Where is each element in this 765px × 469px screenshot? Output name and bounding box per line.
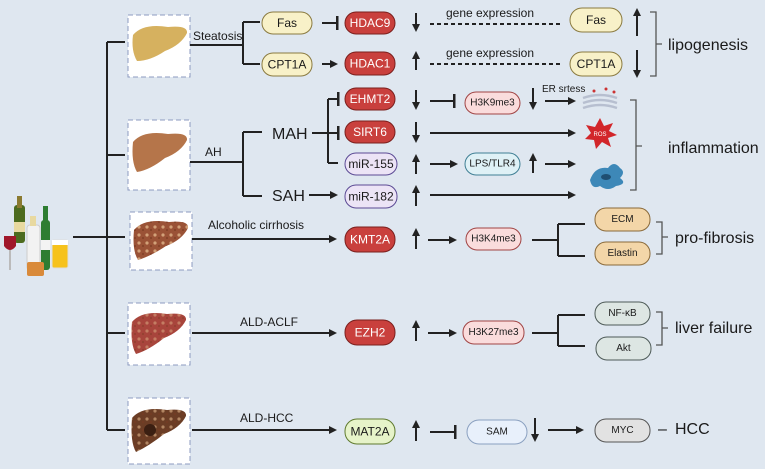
macrophage-cell-icon <box>590 164 624 189</box>
node-sam: SAM <box>466 419 528 445</box>
liver-cirrhosis-icon <box>129 211 193 271</box>
svg-text:MYC: MYC <box>611 425 633 436</box>
node-kmt2a: KMT2A <box>344 226 396 253</box>
node-hdac1: HDAC1 <box>344 51 396 76</box>
gene-expression-label: gene expression <box>446 6 534 20</box>
svg-text:HDAC9: HDAC9 <box>350 16 391 30</box>
outcome-lipogenesis: lipogenesis <box>668 37 748 54</box>
outcome-hcc: HCC <box>675 421 710 438</box>
svg-text:SIRT6: SIRT6 <box>353 125 387 139</box>
stage-cirrhosis: Alcoholic cirrhosis <box>208 218 304 232</box>
node-mir155: miR-155 <box>344 152 398 176</box>
node-akt: Akt <box>595 336 652 361</box>
svg-text:MAT2A: MAT2A <box>350 425 389 439</box>
outcome-inflammation: inflammation <box>668 140 759 157</box>
node-ehmt2: EHMT2 <box>344 87 396 111</box>
svg-text:miR-155: miR-155 <box>348 157 394 171</box>
liver-steatosis-icon <box>127 14 191 78</box>
stage-hcc: ALD-HCC <box>240 411 294 425</box>
svg-text:CPT1A: CPT1A <box>268 58 307 72</box>
stage-ah: AH <box>205 145 222 159</box>
svg-text:H3K9me3: H3K9me3 <box>470 98 515 109</box>
node-lps-tlr4: LPS/TLR4 <box>464 152 521 176</box>
node-sirt6: SIRT6 <box>344 120 396 144</box>
node-ezh2: EZH2 <box>344 319 396 346</box>
svg-text:CPT1A: CPT1A <box>577 57 616 71</box>
outcome-liver-failure: liver failure <box>675 320 752 337</box>
node-elastin: Elastin <box>594 241 651 266</box>
gene-expression-label: gene expression <box>446 46 534 60</box>
alcohol-drinks-icon <box>4 196 69 276</box>
svg-text:Akt: Akt <box>616 343 631 354</box>
node-ecm: ECM <box>594 207 651 232</box>
liver-aclf-icon <box>127 302 191 366</box>
svg-text:SAM: SAM <box>486 427 508 438</box>
svg-text:LPS/TLR4: LPS/TLR4 <box>469 159 516 170</box>
stage-steatosis: Steatosis <box>193 29 242 43</box>
er-stress-label: ER srtess <box>542 84 585 95</box>
stage-mah: MAH <box>272 126 308 143</box>
svg-text:ECM: ECM <box>611 214 633 225</box>
svg-text:ROS: ROS <box>593 132 606 138</box>
hcc-dash: – <box>658 421 667 438</box>
svg-text:Fas: Fas <box>586 13 606 27</box>
node-fas-out: Fas <box>569 7 623 33</box>
svg-text:miR-182: miR-182 <box>348 190 394 204</box>
svg-text:KMT2A: KMT2A <box>350 233 390 247</box>
stage-aclf: ALD-ACLF <box>240 315 298 329</box>
node-mat2a: MAT2A <box>344 418 396 445</box>
svg-text:HDAC1: HDAC1 <box>350 57 391 71</box>
tree-connectors <box>73 41 125 431</box>
node-mir182: miR-182 <box>344 184 398 209</box>
node-h3k4me3: H3K4me3 <box>465 227 522 251</box>
node-cpt1a-out: CPT1A <box>569 51 623 77</box>
ros-star-icon: ROS <box>585 118 617 149</box>
node-hdac9: HDAC9 <box>344 11 396 35</box>
node-cpt1a: CPT1A <box>261 52 313 77</box>
node-h3k27me3: H3K27me3 <box>462 320 525 345</box>
outcome-pro-fibrosis: pro-fibrosis <box>675 230 754 247</box>
svg-text:H3K4me3: H3K4me3 <box>471 234 516 245</box>
liver-hcc-icon <box>127 397 191 465</box>
node-h3k9me3: H3K9me3 <box>464 91 521 115</box>
svg-text:EHMT2: EHMT2 <box>350 92 391 106</box>
svg-text:EZH2: EZH2 <box>355 326 386 340</box>
svg-text:Fas: Fas <box>277 16 297 30</box>
node-fas: Fas <box>261 11 313 35</box>
svg-text:NF-κB: NF-κB <box>608 308 637 319</box>
svg-text:H3K27me3: H3K27me3 <box>468 327 518 338</box>
node-nfkb: NF-κB <box>594 301 651 326</box>
liver-ah-icon <box>127 119 191 191</box>
er-membrane-icon <box>582 87 618 110</box>
stage-sah: SAH <box>272 188 305 205</box>
node-myc: MYC <box>594 418 651 443</box>
svg-text:Elastin: Elastin <box>607 248 637 259</box>
